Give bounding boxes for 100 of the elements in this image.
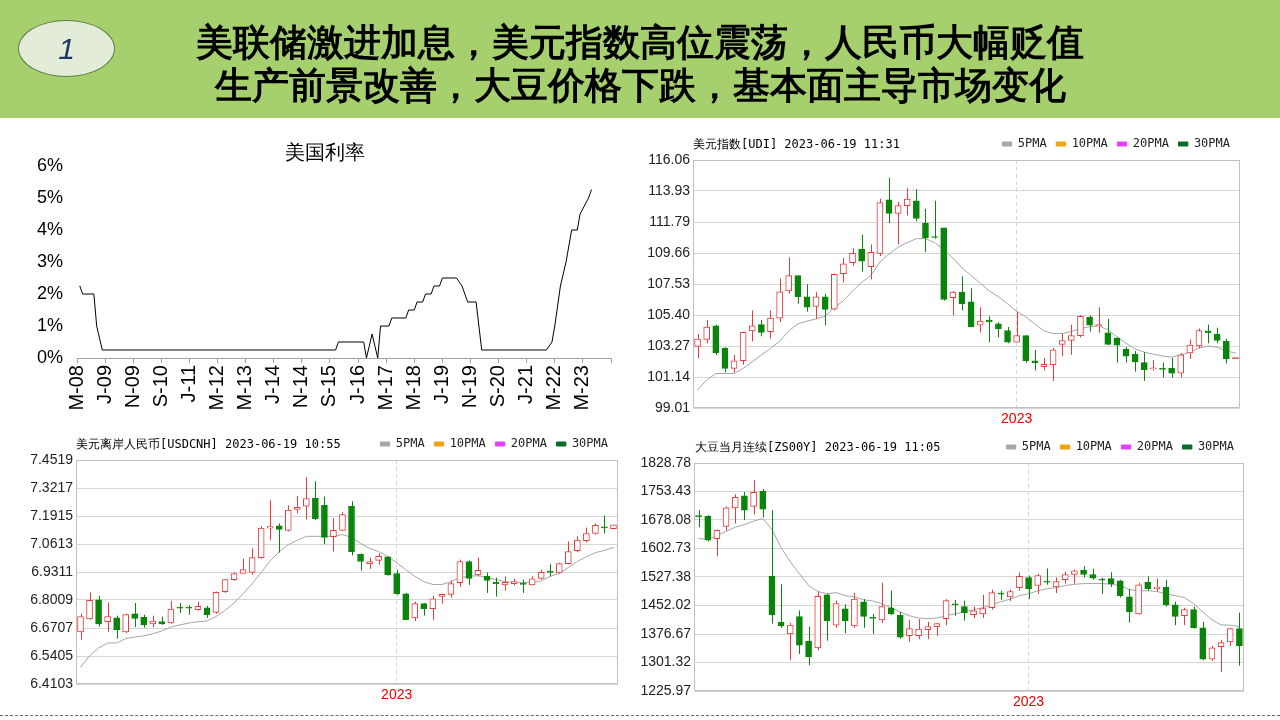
candlestick [858,234,865,273]
candlestick [704,514,712,543]
candlestick [330,517,337,553]
y-tick-label: 1678.08 [640,510,692,527]
x-tick-label: 2023 [381,686,413,703]
legend-label: 10PMA [449,436,487,451]
candlestick [1126,588,1133,624]
candlestick [1016,572,1023,592]
candlestick [1068,324,1075,356]
text: 美联储激进加息，美元指数高位震荡，人民币大幅贬值 [196,22,1084,63]
y-tick-label: 109.66 [647,243,691,260]
y-tick-label: 1% [36,314,63,335]
x-tick-label: S-20 [486,365,509,408]
x-tick-label: 2023 [1013,693,1045,710]
legend-label: 10PMA [1075,439,1113,454]
candlestick [841,603,849,634]
y-tick-label: 7.1915 [30,506,74,523]
y-tick-label: 1602.73 [640,539,692,556]
candlestick [393,569,401,596]
x-tick-label: M-12 [205,365,228,411]
candlestick [1171,601,1179,626]
x-tick-label: J-19 [429,365,452,404]
candlestick [77,613,84,641]
candlestick [867,244,875,280]
candlestick [922,208,929,253]
y-tick-label: 1376.67 [640,624,692,641]
candlestick [731,493,739,524]
candlestick [266,499,274,541]
candlestick [312,480,319,521]
candlestick [1034,573,1042,595]
candlestick [803,283,811,313]
legend-label: 5PMA [1021,439,1052,454]
chart-title: 美元指数[UDI] 2023-06-19 11:31 [693,136,900,152]
y-tick-label: 1753.43 [640,482,692,499]
legend-label: 30PMA [571,436,609,451]
candlestick [1077,314,1084,338]
y-tick-label: 7.4519 [30,450,74,467]
candlestick [429,595,437,621]
candlestick [411,601,419,622]
y-tick-label: 6.6707 [30,618,74,635]
candlestick [913,188,920,222]
candlestick [284,504,292,532]
chart-title: 美国利率 [285,140,365,164]
candlestick [896,611,904,640]
candlestick [1222,338,1230,364]
candlestick [703,319,711,344]
y-tick-label: 105.40 [647,305,691,322]
y-tick-label: 5% [36,186,63,207]
x-tick-label: M-18 [401,365,424,411]
y-tick-label: 7.3217 [30,478,74,495]
candlestick [786,622,794,661]
candlestick [785,256,793,295]
candlestick [131,602,139,628]
candlestick [483,571,491,594]
candlestick [1022,335,1030,364]
candlestick [869,613,877,635]
x-tick-label: J-16 [345,365,368,404]
candlestick [1013,311,1020,343]
x-tick-label: M-22 [542,365,565,411]
y-tick-label: 111.79 [649,212,691,229]
candlestick [887,590,895,616]
y-tick-label: 99.01 [654,398,691,415]
candlestick [805,626,812,666]
y-tick-label: 113.93 [648,181,691,198]
candlestick [1031,349,1039,371]
legend-label: 20PMA [1132,136,1170,151]
candlestick [95,595,102,628]
y-tick-label: 1225.97 [640,681,692,698]
chart-title: 大豆当月连续[ZS00Y] 2023-06-19 11:05 [695,439,941,455]
x-tick-label: M-13 [233,365,256,411]
candlestick [1058,333,1066,357]
x-tick-label: J-11 [176,365,199,403]
candlestick [694,333,701,359]
candlestick [1140,351,1148,382]
candlestick [741,491,748,521]
y-tick-label: 4% [36,218,63,239]
legend-label: 10PMA [1071,136,1109,151]
candlestick [185,604,193,616]
legend-label: 30PMA [1193,136,1231,151]
candlestick [303,476,310,520]
legend-label: 5PMA [1017,136,1048,151]
candlestick [840,257,847,283]
y-tick-label: 116.06 [648,150,691,167]
candlestick [1095,306,1103,334]
candlestick [759,488,767,518]
candlestick [86,591,93,621]
x-tick-label: M-23 [570,365,593,411]
candlestick [601,514,608,535]
candlestick [821,293,829,326]
candlestick [750,479,757,515]
y-tick-label: 2% [36,282,63,303]
candlestick [949,290,957,316]
y-tick-label: 103.27 [647,336,691,353]
y-tick-label: 3% [36,250,63,271]
candlestick [113,615,120,640]
candlestick [748,309,756,342]
y-tick-label: 107.53 [647,274,691,291]
x-tick-label: M-08 [64,365,87,411]
candlestick [1025,575,1032,600]
y-tick-label: 6% [36,154,63,175]
